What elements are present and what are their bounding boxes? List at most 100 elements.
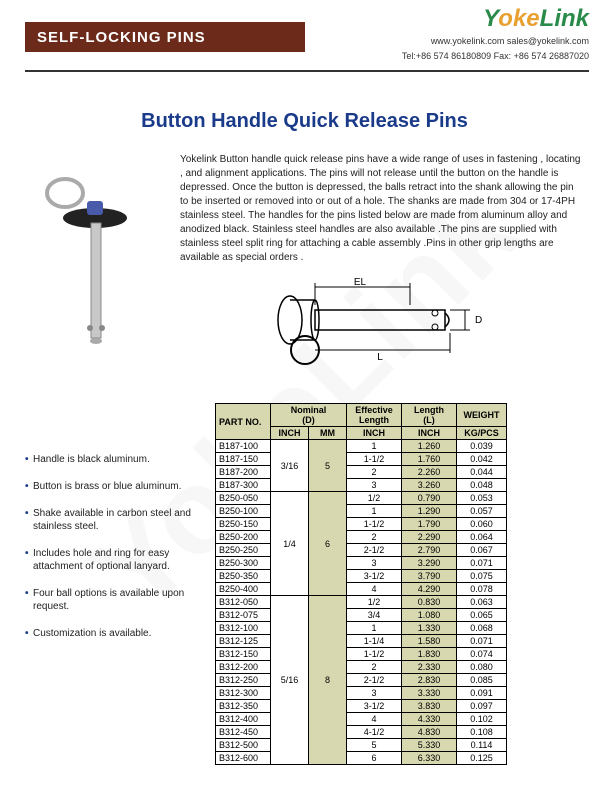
cell-length: 0.790 bbox=[402, 492, 457, 505]
cell-length: 1.290 bbox=[402, 505, 457, 518]
th-nominal: Nominal(D) bbox=[271, 404, 347, 427]
cell-weight: 0.125 bbox=[457, 752, 507, 765]
cell-weight: 0.085 bbox=[457, 674, 507, 687]
cell-partno: B187-200 bbox=[216, 466, 271, 479]
cell-partno: B312-300 bbox=[216, 687, 271, 700]
table-row: B250-2502-1/22.7900.067 bbox=[216, 544, 507, 557]
th-inch-2: INCH bbox=[347, 427, 402, 440]
cell-partno: B312-600 bbox=[216, 752, 271, 765]
cell-length: 4.830 bbox=[402, 726, 457, 739]
table-row: B312-20022.3300.080 bbox=[216, 661, 507, 674]
cell-weight: 0.039 bbox=[457, 440, 507, 453]
cell-effective-length: 1/2 bbox=[347, 492, 402, 505]
table-row: B312-1251-1/41.5800.071 bbox=[216, 635, 507, 648]
cell-effective-length: 4 bbox=[347, 713, 402, 726]
th-inch-3: INCH bbox=[402, 427, 457, 440]
cell-weight: 0.074 bbox=[457, 648, 507, 661]
cell-partno: B312-100 bbox=[216, 622, 271, 635]
cell-length: 1.260 bbox=[402, 440, 457, 453]
cell-effective-length: 5 bbox=[347, 739, 402, 752]
dimension-diagram: EL D L bbox=[255, 275, 555, 365]
table-row: B187-1003/16511.2600.039 bbox=[216, 440, 507, 453]
cell-effective-length: 2 bbox=[347, 466, 402, 479]
cell-weight: 0.053 bbox=[457, 492, 507, 505]
cell-nominal-inch: 5/16 bbox=[271, 596, 309, 765]
cell-effective-length: 2-1/2 bbox=[347, 674, 402, 687]
cell-partno: B312-200 bbox=[216, 661, 271, 674]
cell-length: 3.290 bbox=[402, 557, 457, 570]
cell-nominal-inch: 3/16 bbox=[271, 440, 309, 492]
header-rule bbox=[25, 70, 589, 72]
diagram-label-el: EL bbox=[354, 277, 367, 288]
feature-bullet: Includes hole and ring for easy attachme… bbox=[25, 547, 205, 573]
cell-partno: B250-350 bbox=[216, 570, 271, 583]
cell-partno: B250-150 bbox=[216, 518, 271, 531]
cell-length: 1.580 bbox=[402, 635, 457, 648]
table-row: B312-0505/1681/20.8300.063 bbox=[216, 596, 507, 609]
cell-nominal-mm: 6 bbox=[309, 492, 347, 596]
cell-effective-length: 1 bbox=[347, 440, 402, 453]
cell-partno: B312-500 bbox=[216, 739, 271, 752]
spec-table: PART NO. Nominal(D) EffectiveLength Leng… bbox=[215, 403, 507, 765]
cell-weight: 0.097 bbox=[457, 700, 507, 713]
contact-line-2: Tel:+86 574 86180809 Fax: +86 574 268870… bbox=[402, 50, 589, 63]
cell-effective-length: 6 bbox=[347, 752, 402, 765]
th-effective-length: EffectiveLength bbox=[347, 404, 402, 427]
feature-bullet: Customization is available. bbox=[25, 627, 205, 640]
cell-length: 1.790 bbox=[402, 518, 457, 531]
cell-effective-length: 1/2 bbox=[347, 596, 402, 609]
cell-effective-length: 1-1/2 bbox=[347, 648, 402, 661]
cell-weight: 0.064 bbox=[457, 531, 507, 544]
cell-weight: 0.057 bbox=[457, 505, 507, 518]
cell-weight: 0.063 bbox=[457, 596, 507, 609]
category-title: SELF-LOCKING PINS bbox=[37, 29, 206, 46]
table-row: B187-300 33.2600.048 bbox=[216, 479, 507, 492]
table-row: B250-40044.2900.078 bbox=[216, 583, 507, 596]
th-mm: MM bbox=[309, 427, 347, 440]
diagram-label-d: D bbox=[475, 315, 482, 326]
cell-weight: 0.048 bbox=[457, 479, 507, 492]
cell-length: 3.260 bbox=[402, 479, 457, 492]
cell-effective-length: 3 bbox=[347, 687, 402, 700]
cell-partno: B187-300 bbox=[216, 479, 271, 492]
cell-length: 1.330 bbox=[402, 622, 457, 635]
table-row: B250-1501-1/21.7900.060 bbox=[216, 518, 507, 531]
cell-effective-length: 3 bbox=[347, 479, 402, 492]
cell-effective-length: 1-1/2 bbox=[347, 518, 402, 531]
cell-partno: B312-050 bbox=[216, 596, 271, 609]
cell-partno: B187-150 bbox=[216, 453, 271, 466]
cell-partno: B250-400 bbox=[216, 583, 271, 596]
th-weight: WEIGHT bbox=[457, 404, 507, 427]
cell-partno: B312-150 bbox=[216, 648, 271, 661]
cell-length: 2.260 bbox=[402, 466, 457, 479]
table-row: B312-30033.3300.091 bbox=[216, 687, 507, 700]
th-partno: PART NO. bbox=[216, 404, 271, 440]
cell-weight: 0.078 bbox=[457, 583, 507, 596]
cell-partno: B312-125 bbox=[216, 635, 271, 648]
diagram-label-l: L bbox=[377, 352, 383, 363]
cell-partno: B250-300 bbox=[216, 557, 271, 570]
logo-part-oke: oke bbox=[498, 5, 539, 32]
logo-part-link: Link bbox=[540, 5, 589, 32]
cell-effective-length: 1-1/4 bbox=[347, 635, 402, 648]
cell-length: 4.330 bbox=[402, 713, 457, 726]
cell-partno: B187-100 bbox=[216, 440, 271, 453]
category-title-bar: SELF-LOCKING PINS bbox=[25, 22, 305, 52]
feature-bullet: Shake available in carbon steel and stai… bbox=[25, 507, 205, 533]
cell-effective-length: 2-1/2 bbox=[347, 544, 402, 557]
cell-length: 2.330 bbox=[402, 661, 457, 674]
cell-partno: B312-075 bbox=[216, 609, 271, 622]
cell-effective-length: 2 bbox=[347, 661, 402, 674]
cell-nominal-mm: 5 bbox=[309, 440, 347, 492]
table-row: B312-0753/41.0800.065 bbox=[216, 609, 507, 622]
logo-area: YokeLink www.yokelink.com sales@yokelink… bbox=[402, 5, 589, 62]
cell-effective-length: 3 bbox=[347, 557, 402, 570]
logo-part-y: Y bbox=[483, 5, 498, 32]
cell-effective-length: 3-1/2 bbox=[347, 700, 402, 713]
table-row: B312-4504-1/24.8300.108 bbox=[216, 726, 507, 739]
table-row: B312-1501-1/21.8300.074 bbox=[216, 648, 507, 661]
table-row: B250-3503-1/23.7900.075 bbox=[216, 570, 507, 583]
page-title: Button Handle Quick Release Pins bbox=[0, 110, 609, 133]
cell-weight: 0.071 bbox=[457, 557, 507, 570]
feature-bullet: Button is brass or blue aluminum. bbox=[25, 480, 205, 493]
